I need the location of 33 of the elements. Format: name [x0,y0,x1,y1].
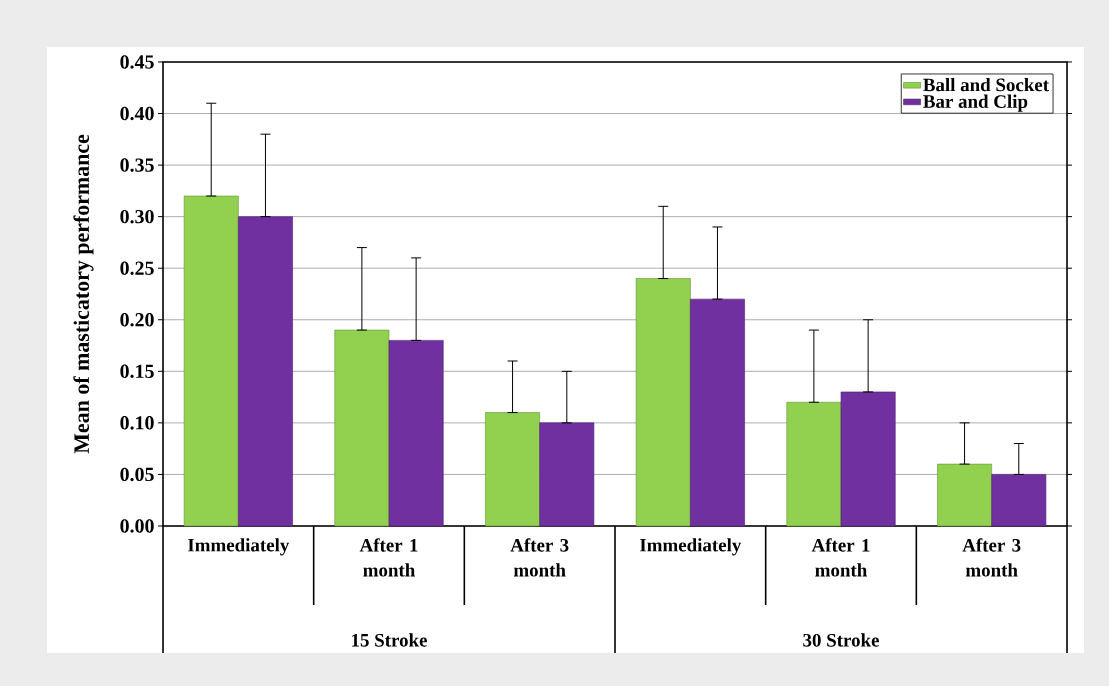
bar [388,340,444,527]
bar [183,195,239,527]
bar [937,463,992,527]
y-tick-label: 0.35 [120,158,154,172]
x-tick-label: Immediately [639,538,742,556]
bar [539,422,595,527]
legend-label: Ball and Socket [923,77,1049,92]
y-axis-title: Mean of masticatory performance [73,134,94,454]
text: 15 Stroke [352,633,427,647]
bar [991,474,1047,527]
y-tick-label: 0.20 [120,313,154,327]
x-tick-label: After 3 month [962,538,1021,577]
bar [238,216,293,527]
bar [840,391,896,527]
bar [635,278,691,527]
bar [334,329,390,527]
y-tick-label: 0.10 [120,416,154,430]
legend-label: Bar and Clip [923,94,1028,112]
x-tick-label: After 1 month [359,538,418,577]
y-tick-label: 0.25 [120,261,154,275]
y-tick-label: 0.45 [120,55,154,69]
y-tick-label: 0.15 [120,364,154,379]
y-tick-label: 0.40 [120,106,154,121]
bar [786,401,842,527]
y-tick-label: 0.05 [120,467,154,482]
x-tick-label: After 1 month [811,538,870,577]
text: 30 Stroke [803,633,879,647]
bar [690,298,745,527]
x-tick-label: After 3 month [510,538,569,577]
y-tick-label: 0.00 [120,519,154,533]
bar [485,412,540,527]
y-tick-label: 0.30 [120,209,154,224]
x-tick-label: Immediately [187,538,290,556]
